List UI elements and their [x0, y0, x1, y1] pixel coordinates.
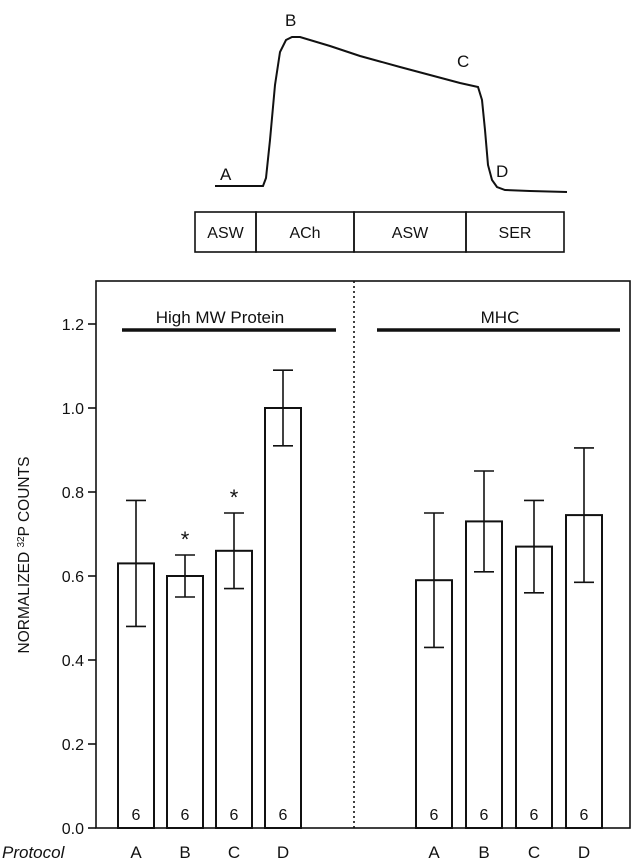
force-trace: A B C D [215, 11, 568, 193]
x-tick-label: C [228, 843, 240, 862]
panel-title-mhc: MHC [481, 308, 520, 327]
sample-size-label: 6 [279, 807, 288, 824]
x-tick-label: A [130, 843, 142, 862]
sample-size-label: 6 [480, 807, 489, 824]
trace-point-a: A [220, 165, 232, 184]
bar-chart: 0.0 0.2 0.4 0.6 0.8 1.0 1.2 NORMALIZED 32P COU… [2, 280, 631, 862]
x-tick-label: A [428, 843, 440, 862]
protocol-box-label-asw-1: ASW [207, 225, 244, 242]
x-tick-label: C [528, 843, 540, 862]
trace-point-d: D [496, 162, 508, 181]
bar [166, 575, 204, 829]
trace-point-c: C [457, 52, 469, 71]
y-axis-label-sup: 32 [16, 536, 27, 548]
bars: 6 A 6 B * 6 C * 6 D 6 A 6 B 6 C 6 D [117, 369, 603, 862]
y-axis: 0.0 0.2 0.4 0.6 0.8 1.0 1.2 [62, 317, 96, 838]
sample-size-label: 6 [132, 807, 141, 824]
significance-marker: * [181, 527, 190, 552]
x-axis-label: Protocol [2, 843, 66, 862]
y-tick-label: 0.8 [62, 485, 84, 502]
x-tick-label: D [277, 843, 289, 862]
y-axis-label-post: P COUNTS [16, 457, 33, 537]
bar [215, 549, 253, 829]
y-tick-label: 0.6 [62, 569, 84, 586]
sample-size-label: 6 [230, 807, 239, 824]
sample-size-label: 6 [181, 807, 190, 824]
x-tick-label: B [179, 843, 190, 862]
y-tick-label: 0.2 [62, 737, 84, 754]
sample-size-label: 6 [580, 807, 589, 824]
protocol-boxes: ASW ACh ASW SER [194, 211, 565, 253]
x-tick-label: D [578, 843, 590, 862]
protocol-box-ser [465, 211, 565, 253]
bar [264, 407, 302, 829]
protocol-box-label-ser: SER [499, 225, 532, 242]
protocol-box-label-ach: ACh [289, 225, 320, 242]
y-tick-label: 1.2 [62, 317, 84, 334]
x-tick-label: B [478, 843, 489, 862]
y-tick-label: 1.0 [62, 401, 84, 418]
protocol-box-label-asw-2: ASW [392, 225, 429, 242]
panel-title-high-mw: High MW Protein [156, 308, 284, 327]
sample-size-label: 6 [430, 807, 439, 824]
significance-marker: * [230, 485, 239, 510]
y-axis-label-pre: NORMALIZED [16, 548, 33, 654]
y-axis-label: NORMALIZED 32P COUNTS [16, 457, 34, 654]
y-tick-label: 0.4 [62, 653, 84, 670]
trace-line [215, 36, 568, 193]
sample-size-label: 6 [530, 807, 539, 824]
trace-point-b: B [285, 11, 296, 30]
chart-frame [95, 280, 631, 829]
y-tick-label: 0.0 [62, 821, 84, 838]
